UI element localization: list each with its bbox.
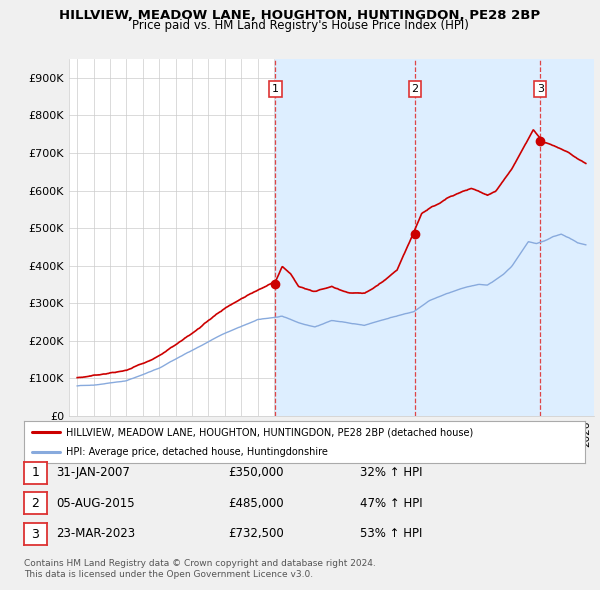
Text: 23-MAR-2023: 23-MAR-2023 [56, 527, 135, 540]
Bar [540, 59, 594, 416]
Text: 3: 3 [536, 84, 544, 94]
Text: Contains HM Land Registry data © Crown copyright and database right 2024.: Contains HM Land Registry data © Crown c… [24, 559, 376, 568]
Text: £732,500: £732,500 [228, 527, 284, 540]
Text: HILLVIEW, MEADOW LANE, HOUGHTON, HUNTINGDON, PE28 2BP: HILLVIEW, MEADOW LANE, HOUGHTON, HUNTING… [59, 9, 541, 22]
Text: 53% ↑ HPI: 53% ↑ HPI [360, 527, 422, 540]
Text: 05-AUG-2015: 05-AUG-2015 [56, 497, 134, 510]
Text: 32% ↑ HPI: 32% ↑ HPI [360, 466, 422, 479]
Text: 2: 2 [411, 84, 418, 94]
Text: 2: 2 [31, 497, 40, 510]
Text: Price paid vs. HM Land Registry's House Price Index (HPI): Price paid vs. HM Land Registry's House … [131, 19, 469, 32]
Text: 31-JAN-2007: 31-JAN-2007 [56, 466, 130, 479]
Text: 3: 3 [31, 527, 40, 540]
Text: £485,000: £485,000 [228, 497, 284, 510]
Text: 47% ↑ HPI: 47% ↑ HPI [360, 497, 422, 510]
Text: This data is licensed under the Open Government Licence v3.0.: This data is licensed under the Open Gov… [24, 571, 313, 579]
Text: HILLVIEW, MEADOW LANE, HOUGHTON, HUNTINGDON, PE28 2BP (detached house): HILLVIEW, MEADOW LANE, HOUGHTON, HUNTING… [66, 427, 473, 437]
Text: £350,000: £350,000 [228, 466, 284, 479]
Text: 1: 1 [31, 466, 40, 479]
Bar [275, 59, 415, 416]
Text: HPI: Average price, detached house, Huntingdonshire: HPI: Average price, detached house, Hunt… [66, 447, 328, 457]
Text: 1: 1 [272, 84, 279, 94]
Bar [415, 59, 540, 416]
